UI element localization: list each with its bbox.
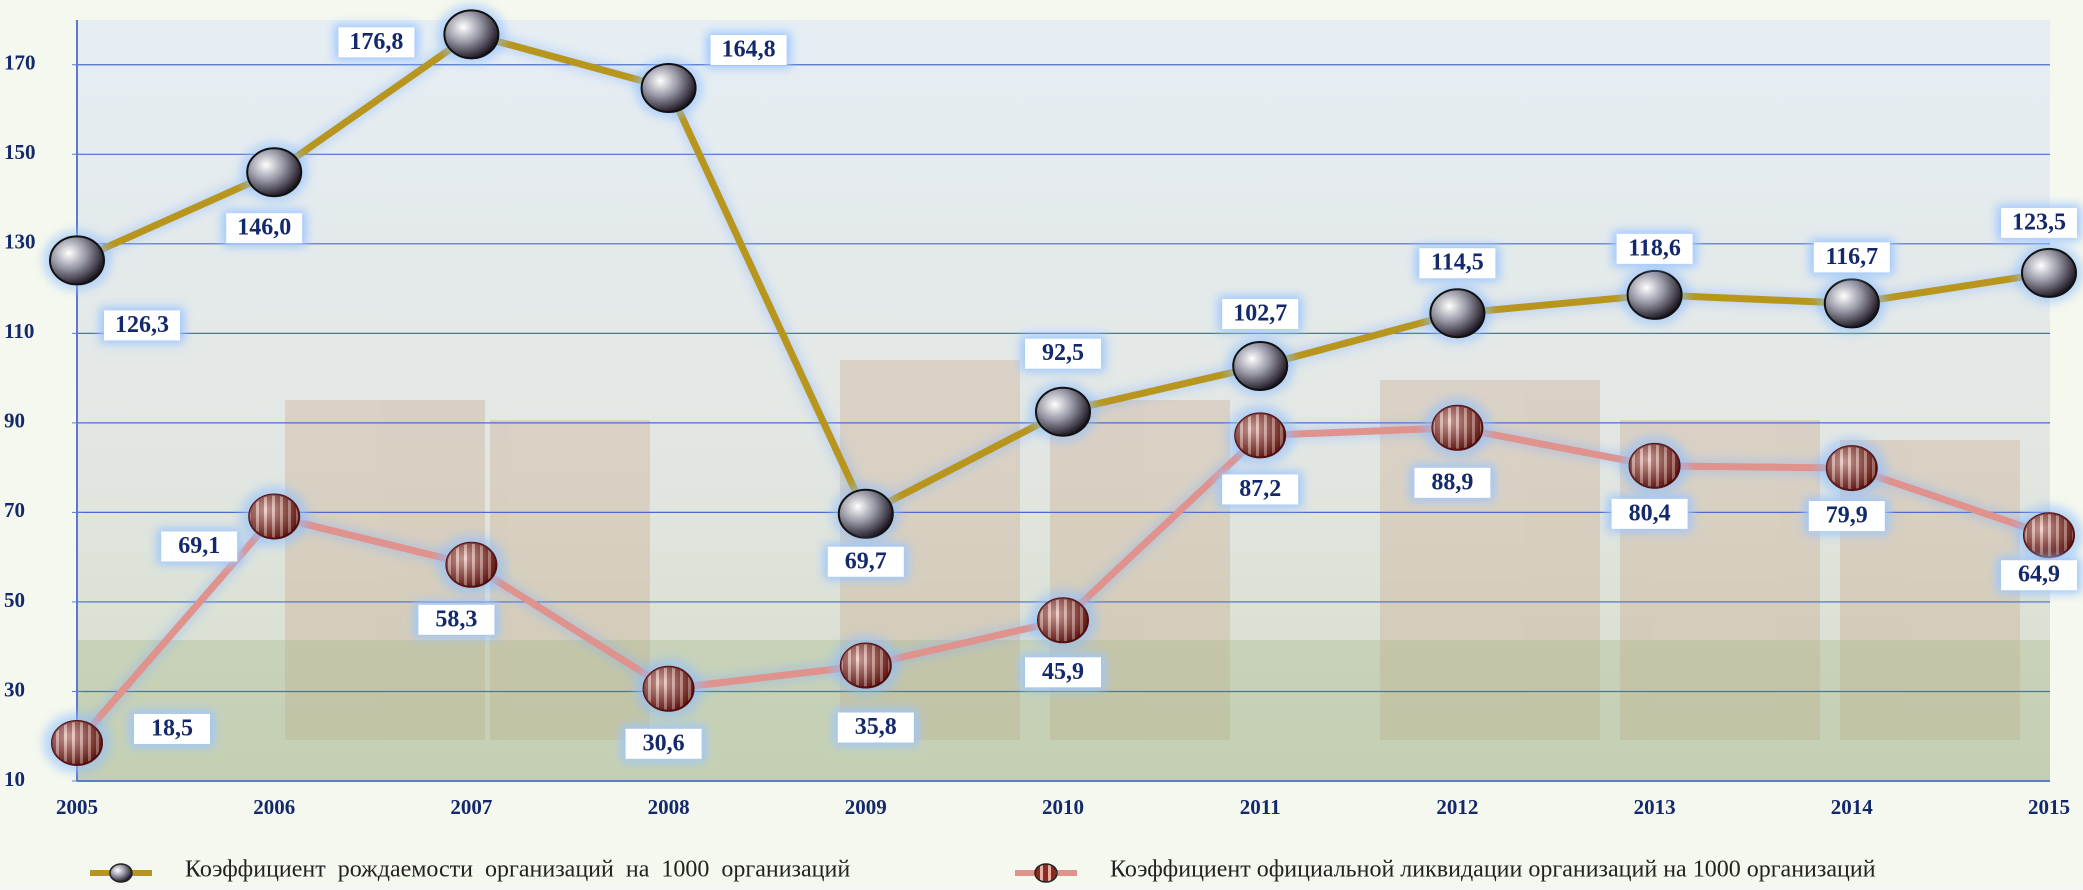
y-tick-label: 170 [4,51,36,75]
y-tick-label: 50 [4,588,25,612]
marker [247,148,301,196]
marker-shade [1630,444,1680,488]
data-label: 80,4 [1629,500,1671,526]
x-tick-label: 2015 [2028,795,2070,819]
marker-shade [2024,513,2074,557]
data-label: 123,5 [2012,209,2066,235]
marker-shade [52,721,102,765]
x-tick-label: 2010 [1042,795,1084,819]
data-label: 35,8 [855,714,897,740]
data-label: 88,9 [1431,469,1473,495]
data-label: 126,3 [115,312,169,338]
y-tick-label: 30 [4,677,25,701]
legend-marker [1035,864,1057,882]
marker [1233,342,1287,390]
data-label: 176,8 [349,29,403,55]
data-label: 87,2 [1239,476,1281,502]
legend-label: Коэффициент официальной ликвидации орган… [1110,857,1876,883]
data-label: 146,0 [237,215,291,241]
y-tick-label: 130 [4,230,36,254]
y-tick-label: 90 [4,409,25,433]
marker-shade [446,543,496,587]
y-tick-label: 70 [4,498,25,522]
y-tick-label: 10 [4,767,25,791]
marker-shade [1432,406,1482,450]
data-label: 79,9 [1826,503,1868,529]
data-label: 92,5 [1042,340,1084,366]
data-label: 164,8 [722,37,776,63]
x-tick-label: 2006 [253,795,295,819]
x-tick-label: 2005 [56,795,98,819]
data-label: 114,5 [1431,250,1484,276]
marker-shade [644,667,694,711]
data-label: 58,3 [435,606,477,632]
marker [1430,289,1484,337]
legend-marker [110,864,132,882]
marker-shade [1235,413,1285,457]
marker [1628,271,1682,319]
data-label: 18,5 [151,715,193,741]
data-label: 118,6 [1628,235,1681,261]
data-label: 102,7 [1233,301,1287,327]
marker [50,236,104,284]
x-tick-label: 2013 [1634,795,1676,819]
marker-shade [1038,598,1088,642]
marker [444,10,498,58]
x-tick-label: 2007 [450,795,492,819]
marker [642,64,696,112]
data-label: 30,6 [643,730,685,756]
marker [1825,279,1879,327]
x-tick-label: 2014 [1831,795,1874,819]
legend-label: Коэффициент рождаемости организаций на 1… [185,857,850,883]
x-tick-label: 2008 [648,795,690,819]
x-tick-label: 2011 [1240,795,1281,819]
marker [2022,249,2076,297]
data-label: 116,7 [1825,244,1878,270]
x-tick-label: 2009 [845,795,887,819]
marker-shade [249,494,299,538]
chart: 10 30 50 70 90 110 130 150 170 2005 2006 2007 2008 20… [0,0,2083,885]
data-label: 45,9 [1042,659,1084,685]
data-label: 69,1 [178,533,220,559]
y-tick-label: 150 [4,140,36,164]
x-tick-label: 2012 [1436,795,1478,819]
marker [1036,388,1090,436]
data-label: 69,7 [845,548,887,574]
marker-shade [841,644,891,688]
marker [839,490,893,538]
data-label: 64,9 [2018,562,2060,588]
y-tick-label: 110 [4,319,34,343]
marker-shade [1827,446,1877,490]
